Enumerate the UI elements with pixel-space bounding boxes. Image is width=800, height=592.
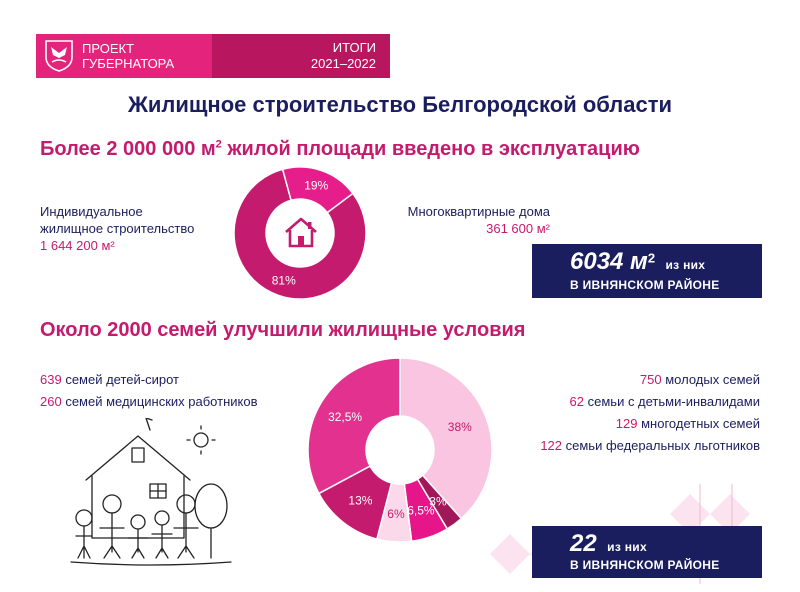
section1-heading: Более 2 000 000 м2 жилой площади введено… (40, 138, 640, 161)
donut2-label-2: 6,5% (407, 503, 435, 517)
apartment-label-text: Многоквартирные дома (407, 204, 550, 219)
section1-heading-sup: 2 (215, 138, 222, 151)
list-item-num: 122 (540, 438, 563, 453)
list-item: 750 молодых семей (494, 371, 760, 388)
individual-housing-value: 1 644 200 м² (40, 238, 115, 253)
district-box-1: 6034 м2 из них В ИВНЯНСКОМ РАЙОНЕ (532, 244, 762, 298)
donut2-label-3: 6% (387, 507, 405, 521)
list-item-num: 129 (615, 416, 638, 431)
project-banner: ПРОЕКТ ГУБЕРНАТОРА (36, 34, 212, 78)
individual-housing-label-1: Индивидуальное (40, 204, 143, 219)
district-box-1-rest: из них (665, 258, 706, 272)
apartment-label: Многоквартирные дома 361 600 м² (384, 203, 550, 237)
coat-of-arms-icon (45, 40, 73, 72)
list-item-text: многодетных семей (637, 416, 760, 431)
project-line-2: ГУБЕРНАТОРА (82, 56, 175, 71)
results-line-1: ИТОГИ (332, 40, 376, 55)
donut2-slice-5 (307, 357, 401, 495)
donut2-slices (307, 357, 493, 543)
list-item-num: 62 (569, 394, 585, 409)
family-house-drawing (70, 418, 232, 566)
donut1-slice-1 (281, 166, 354, 214)
donut2-label-4: 13% (348, 493, 372, 507)
list-item: 122 семьи федеральных льготников (494, 437, 760, 454)
list-item-text: семьи федеральных льготников (562, 438, 760, 453)
list-item: 260 семей медицинских работников (40, 393, 257, 410)
district-box-1-district: В ИВНЯНСКОМ РАЙОНЕ (570, 278, 720, 292)
donut1-slice-0 (233, 168, 367, 300)
list-item-text: семьи с детьми-инвалидами (584, 394, 760, 409)
district-box-2: 22 из них В ИВНЯНСКОМ РАЙОНЕ (532, 526, 762, 578)
district-box-2-rest: из них (607, 540, 647, 554)
donut1-slices (233, 166, 367, 300)
donut1-label-0: 81% (272, 273, 296, 287)
house-icon (285, 217, 317, 248)
results-banner: ИТОГИ 2021–2022 (212, 34, 390, 78)
right-list: 750 молодых семей 62 семьи с детьми-инва… (494, 371, 760, 454)
list-item: 129 многодетных семей (494, 415, 760, 432)
list-item-text: семей детей-сирот (61, 372, 179, 387)
donut1-label-1: 19% (304, 179, 328, 193)
list-item-text: молодых семей (661, 372, 760, 387)
donut1-labels: 81% 19% (272, 179, 329, 288)
families-donut: 38% 3%6,5%6% 13% 32,5% (307, 357, 493, 543)
district-box-2-district: В ИВНЯНСКОМ РАЙОНЕ (570, 558, 720, 572)
header-banner: ПРОЕКТ ГУБЕРНАТОРА ИТОГИ 2021–2022 (36, 34, 390, 78)
project-line-1: ПРОЕКТ (82, 41, 135, 56)
donut2-label-5: 32,5% (328, 410, 362, 424)
district-box-2-value: 22 (570, 530, 597, 557)
results-line-2: 2021–2022 (310, 56, 376, 71)
list-item: 62 семьи с детьми-инвалидами (494, 393, 760, 410)
page-title: Жилищное строительство Белгородской обла… (127, 92, 673, 117)
donut2-labels: 38% 3%6,5%6% 13% 32,5% (328, 410, 472, 521)
list-item-num: 639 (40, 372, 62, 387)
list-item-num: 750 (639, 372, 662, 387)
housing-area-donut: 81% 19% (233, 166, 367, 300)
list-item: 639 семей детей-сирот (40, 371, 257, 388)
section1-heading-post: жилой площади введено в эксплуатацию (221, 138, 640, 160)
district-box-1-sup: 2 (647, 250, 656, 266)
apartment-value: 361 600 м² (486, 221, 550, 236)
donut2-label-1: 3% (429, 495, 447, 509)
individual-housing-label-2: жилищное строительство (40, 221, 195, 236)
donut2-slice-0 (399, 357, 493, 520)
section2-heading: Около 2000 семей улучшили жилищные услов… (40, 319, 526, 341)
left-list: 639 семей детей-сирот 260 семей медицинс… (40, 371, 257, 410)
list-item-num: 260 (40, 394, 62, 409)
list-item-text: семей медицинских работников (61, 394, 258, 409)
section1-heading-pre: Более 2 000 000 м (40, 138, 216, 160)
individual-housing-label: Индивидуальное жилищное строительство 1 … (40, 203, 194, 254)
donut2-label-0: 38% (448, 420, 472, 434)
district-box-1-value: 6034 м (570, 248, 648, 275)
